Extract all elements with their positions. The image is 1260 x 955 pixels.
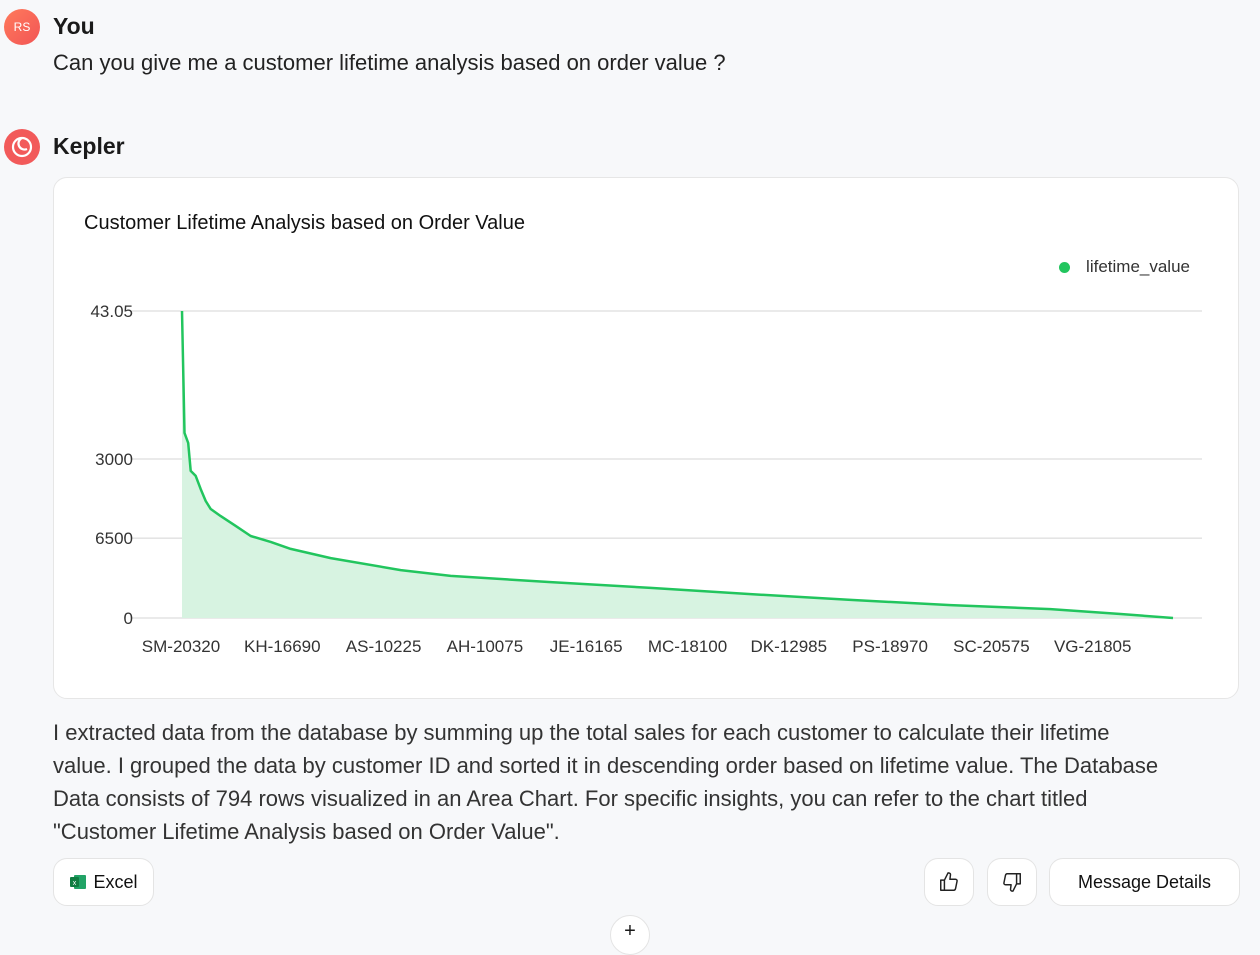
svg-text:x: x	[73, 880, 77, 887]
x-tick-label: KH-16690	[244, 637, 321, 656]
legend-dot-icon	[1059, 261, 1071, 273]
message-details-label: Message Details	[1077, 871, 1212, 892]
chart-title: Customer Lifetime Analysis based on Orde…	[84, 212, 525, 234]
legend-label: lifetime_value	[1086, 257, 1190, 276]
x-tick-label: AS-10225	[346, 637, 422, 656]
x-tick-label: AH-10075	[447, 637, 524, 656]
x-tick-label: DK-12985	[751, 637, 828, 656]
y-tick-label: 0	[124, 609, 133, 628]
excel-button[interactable]: x Excel	[53, 858, 154, 906]
chart-legend[interactable]: lifetime_value	[1059, 257, 1190, 277]
x-tick-label: SM-20320	[142, 637, 220, 656]
kepler-logo-icon	[4, 129, 40, 165]
y-tick-label: 43.05	[90, 302, 133, 321]
user-initials: RS	[13, 20, 31, 34]
series-line-lifetime-value	[180, 310, 1174, 620]
thumbs-up-icon	[940, 872, 958, 891]
thumbs-down-icon	[1003, 873, 1021, 892]
x-tick-label: PS-18970	[852, 637, 928, 656]
x-tick-label: SC-20575	[953, 637, 1030, 656]
chart-card: Customer Lifetime Analysis based on Orde…	[53, 177, 1239, 699]
y-tick-label: 3000	[95, 450, 133, 469]
assistant-name: Kepler	[53, 133, 125, 159]
user-name: You	[53, 13, 95, 39]
thumbs-up-button[interactable]	[924, 858, 974, 906]
area-fill	[182, 311, 1173, 618]
user-message: Can you give me a customer lifetime anal…	[53, 50, 726, 75]
thumbs-down-button[interactable]	[987, 858, 1037, 906]
user-avatar: RS	[4, 9, 40, 45]
message-details-button[interactable]: Message Details	[1049, 858, 1240, 906]
x-tick-label: JE-16165	[550, 637, 623, 656]
add-button[interactable]: +	[610, 915, 650, 955]
x-tick-label: VG-21805	[1054, 637, 1132, 656]
area-chart: 43.05 3000 6500 0 SM-20320 KH-16690 AS-10225 AH…	[90, 302, 1202, 656]
excel-icon: x	[70, 875, 87, 889]
y-tick-label: 6500	[95, 529, 133, 548]
excel-label: Excel	[93, 871, 138, 892]
response-text: I extracted data from the database by su…	[53, 720, 1159, 844]
x-tick-label: MC-18100	[648, 637, 727, 656]
